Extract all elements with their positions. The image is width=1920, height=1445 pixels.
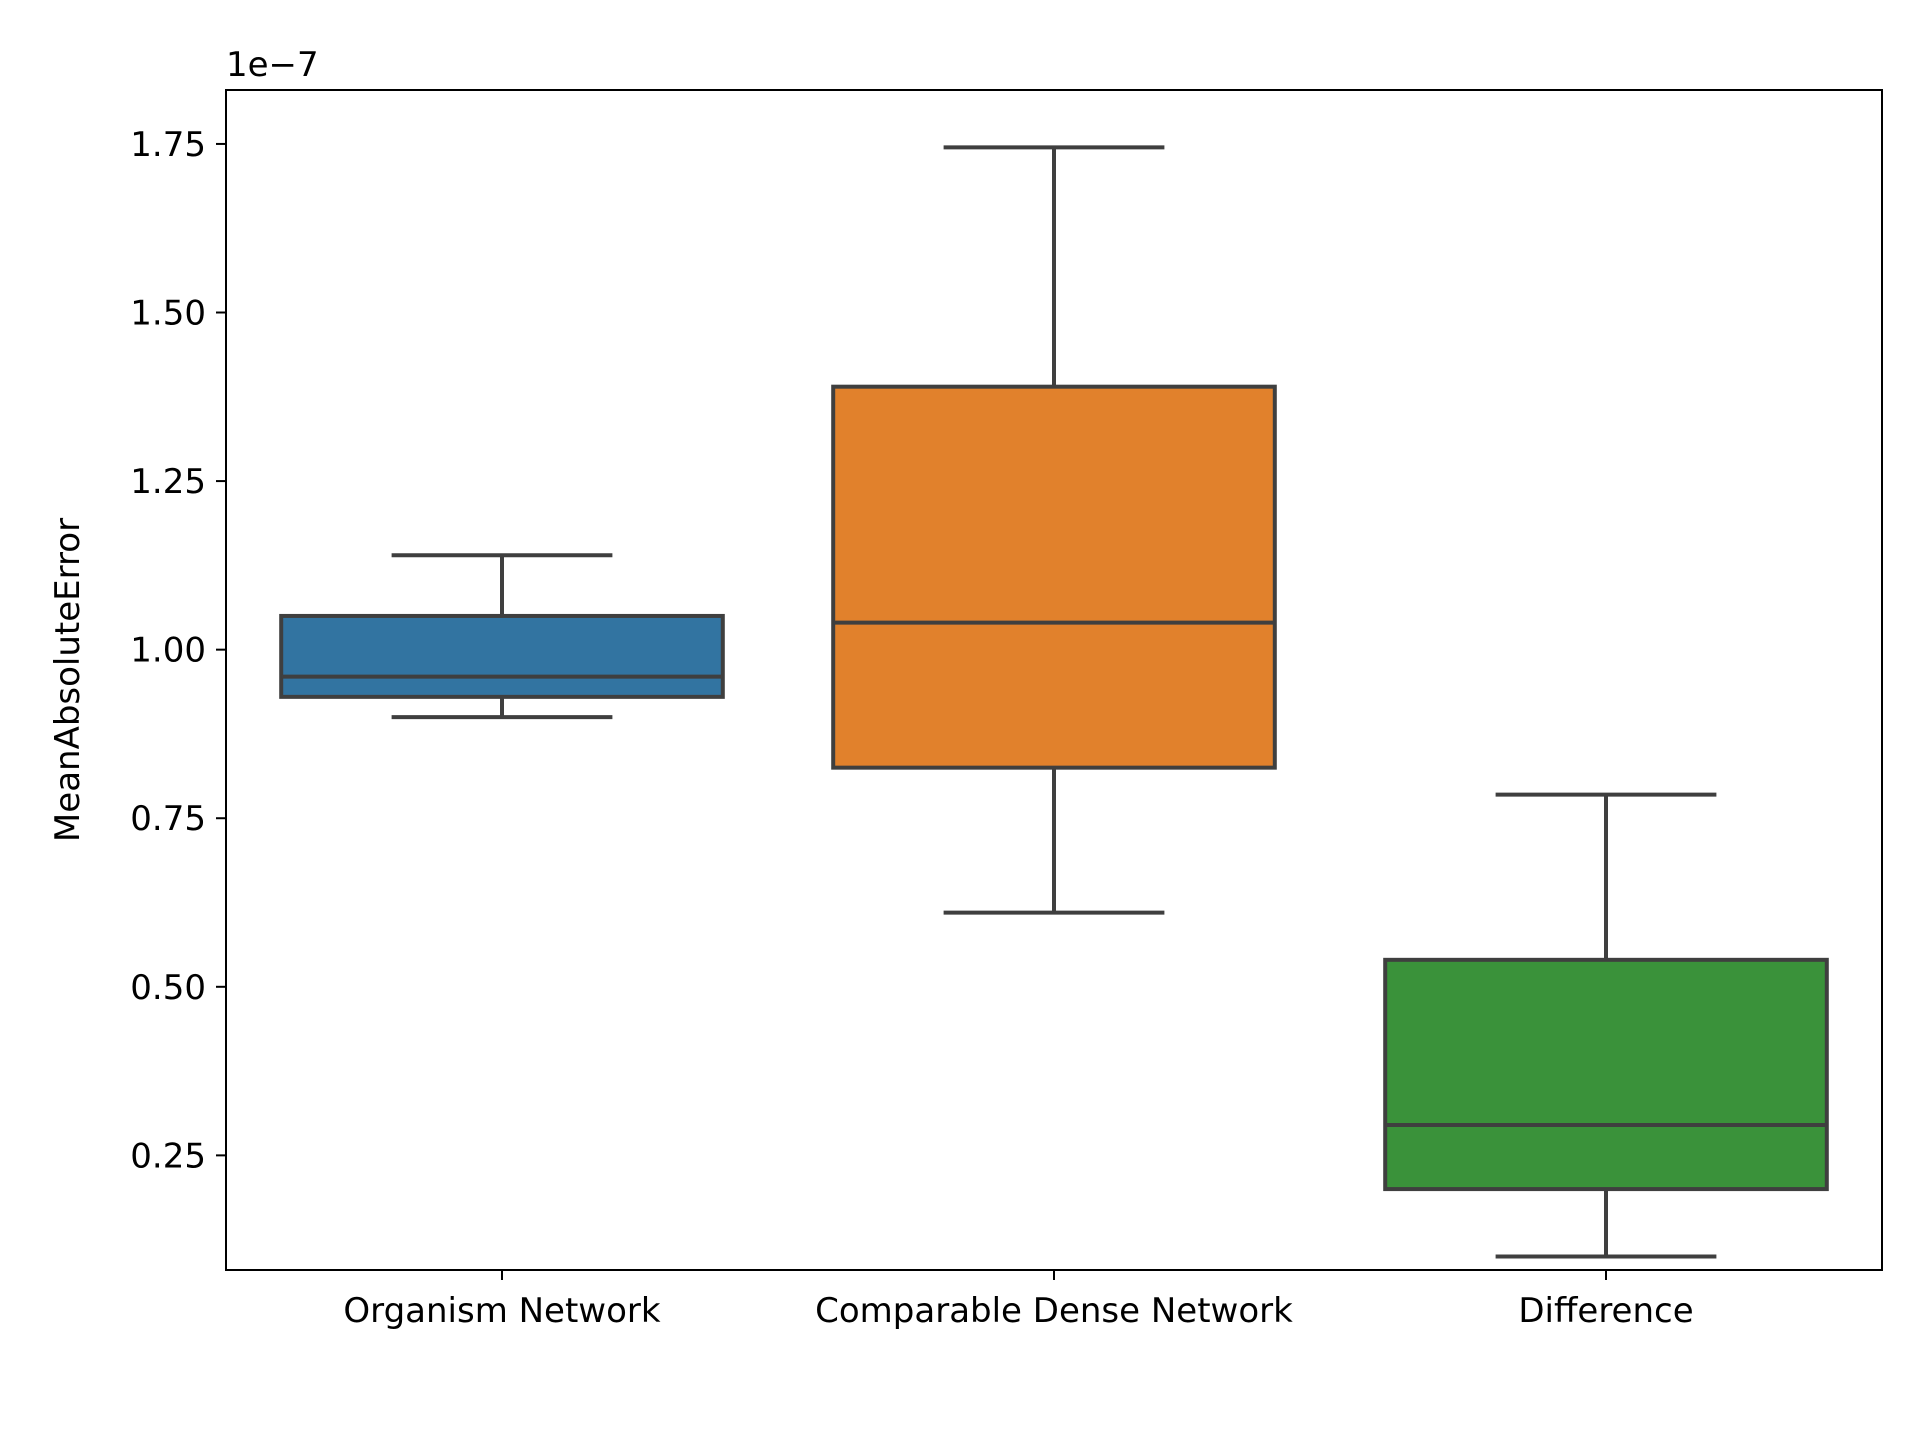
y-tick-label: 0.25 [130, 1136, 206, 1176]
y-tick-label: 0.75 [130, 799, 206, 839]
y-tick-label: 1.25 [130, 462, 206, 502]
y-axis-offset-label: 1e−7 [226, 45, 319, 85]
x-axis-ticks: Organism Network Comparable Dense Network… [343, 1270, 1694, 1331]
box-group [1383, 792, 1829, 1259]
x-tick-label: Organism Network [343, 1291, 660, 1331]
box-group [831, 145, 1277, 915]
iqr-box [279, 613, 725, 699]
y-tick-label: 1.50 [130, 294, 206, 334]
x-tick-label: Difference [1518, 1291, 1693, 1331]
y-axis-ticks: 0.25 0.50 0.75 1.00 1.25 1.50 1.75 [130, 125, 226, 1176]
iqr-box [831, 384, 1277, 770]
x-tick-label: Comparable Dense Network [815, 1291, 1293, 1331]
box-group [279, 553, 725, 720]
y-tick-label: 1.00 [130, 631, 206, 671]
iqr-box [1383, 957, 1829, 1192]
y-axis-label: MeanAbsoluteError [48, 518, 88, 842]
y-tick-label: 0.50 [130, 968, 206, 1008]
y-tick-label: 1.75 [130, 125, 206, 165]
plot-marks [279, 145, 1829, 1259]
